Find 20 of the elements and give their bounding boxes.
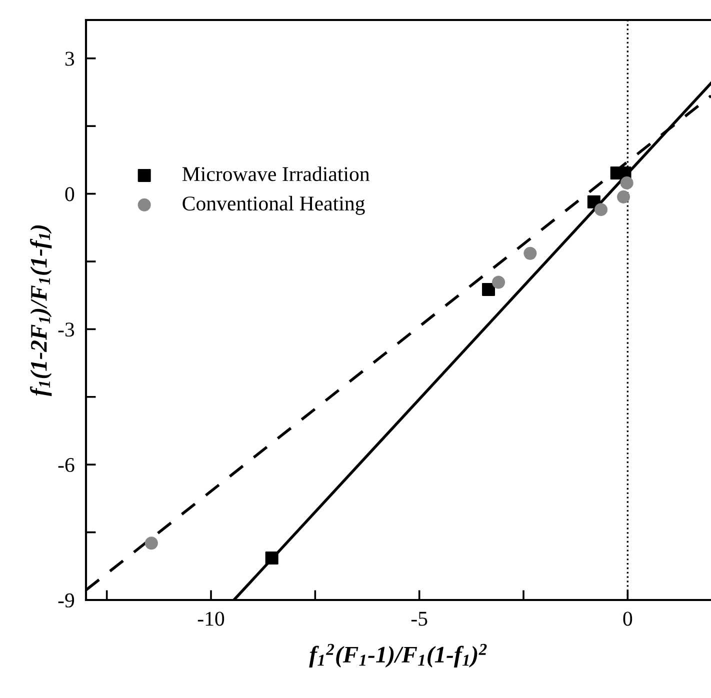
x-tick-label: -10 (198, 612, 224, 626)
legend-label: Microwave Irradiation (182, 166, 370, 182)
y-tick-label: 0 (65, 187, 74, 202)
point (594, 203, 608, 216)
y-tick-label: -9 (58, 593, 74, 608)
point (265, 552, 278, 565)
x-tick-label: -5 (411, 612, 428, 626)
y-tick-label: 3 (65, 52, 74, 66)
point (492, 276, 506, 289)
point (620, 176, 634, 190)
x-tick-label: 0 (623, 612, 632, 626)
text: f$_{1}$$^{2}$(F$_{1}$-1)/F$_{1}$(1-f$_{1}$)$^{2}$ (309, 644, 487, 668)
y-tick-label: -3 (58, 322, 74, 337)
point (482, 282, 496, 296)
legend-label: Conventional Heating (182, 196, 365, 215)
point (524, 246, 537, 260)
point (616, 190, 630, 204)
y-tick-label: -6 (58, 458, 74, 472)
point (144, 536, 158, 550)
text: f$_{1}$(1-2F$_{1}$)/F$_{1}$(1-f$_{1}$) (30, 225, 52, 396)
